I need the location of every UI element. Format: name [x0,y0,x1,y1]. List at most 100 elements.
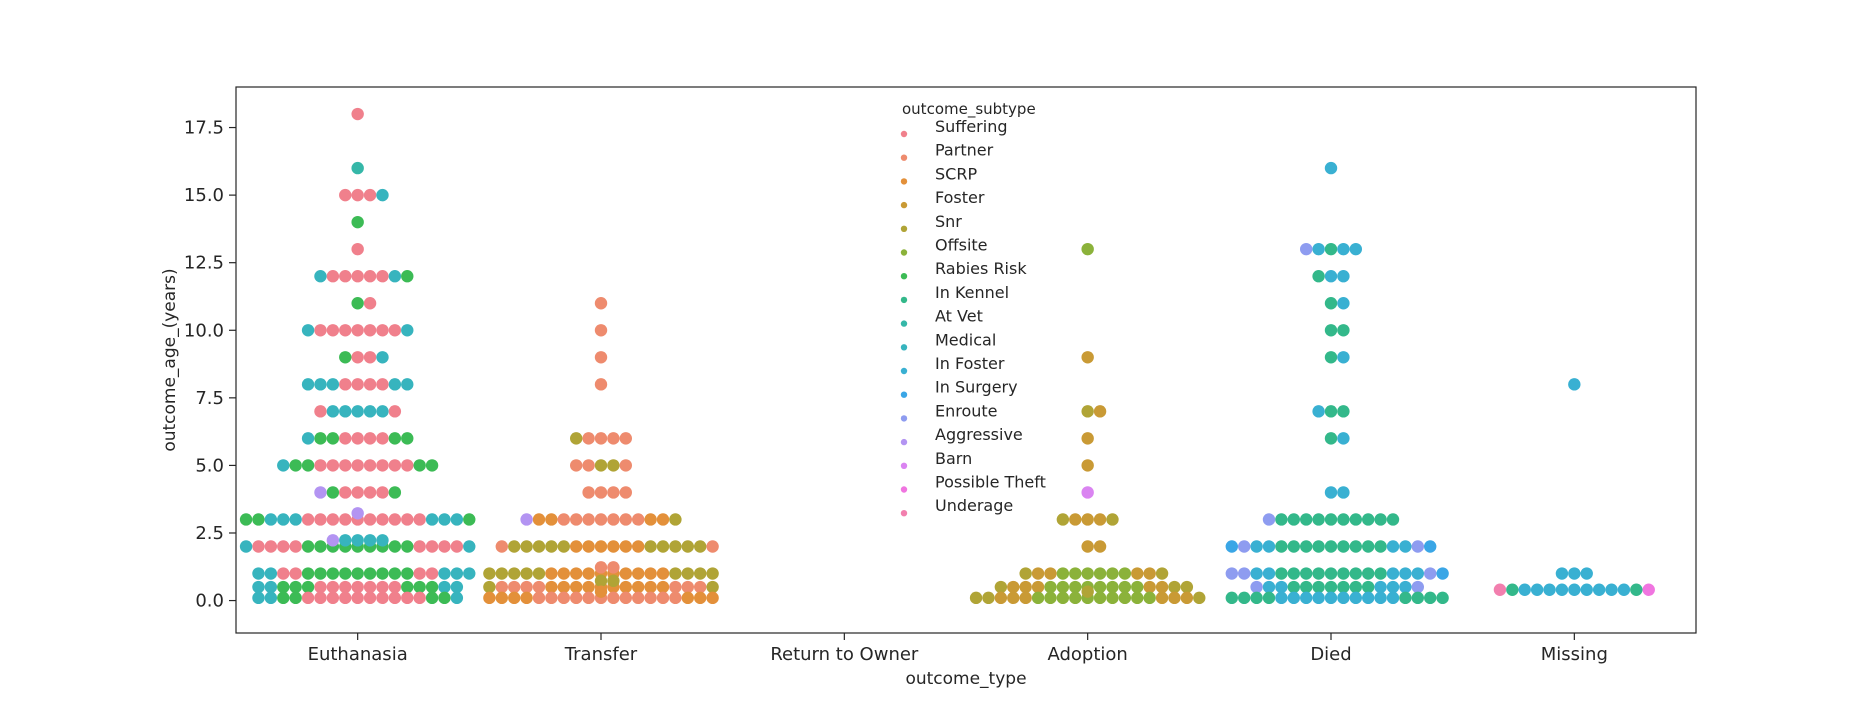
point-transfer-partner [594,324,608,337]
point-transfer-partner [607,486,620,499]
point-euthanasia-suffering [363,459,377,472]
point-adoption-foster [1044,567,1057,580]
legend-label-offsite: Offsite [935,236,988,255]
point-transfer-snr [669,540,682,553]
point-died-in-kennel [1386,513,1400,526]
point-euthanasia-rabies-risk [314,567,327,580]
point-euthanasia-rabies-risk [314,432,327,445]
point-transfer-snr [681,540,694,553]
point-euthanasia-suffering [363,270,377,283]
point-transfer-partner [594,432,608,445]
point-died-in-kennel [1411,591,1425,605]
point-died-in-foster [1262,540,1276,553]
point-euthanasia-rabies-risk [351,567,364,580]
point-transfer-scrp [594,585,608,598]
point-euthanasia-suffering [277,567,290,580]
point-died-in-kennel [1337,580,1350,594]
point-died-in-foster [1250,567,1263,580]
point-euthanasia-suffering [376,270,389,283]
point-euthanasia-rabies-risk [401,432,414,445]
point-died-in-foster [1362,591,1375,605]
point-euthanasia-rabies-risk [301,567,315,580]
point-transfer-scrp [495,591,508,605]
point-transfer-snr [669,567,682,580]
point-euthanasia-suffering [425,540,439,553]
point-died-in-foster [1312,242,1325,256]
point-died-in-foster [1399,540,1412,553]
point-died-in-kennel [1324,513,1338,526]
point-transfer-partner [607,513,620,526]
legend-marker-offsite [900,249,908,256]
point-euthanasia-medical [463,567,476,580]
point-euthanasia-aggressive [314,486,327,499]
point-transfer-scrp [644,513,657,526]
point-died-in-foster [1337,297,1350,310]
point-missing-in-kennel [1630,583,1643,596]
point-transfer-scrp [619,567,632,580]
point-died-in-kennel [1300,513,1313,526]
point-euthanasia-rabies-risk [363,567,377,580]
legend-marker-in-foster [900,367,908,375]
point-euthanasia-medical [363,534,377,547]
point-transfer-scrp [582,580,595,594]
legend-marker-in-surgery [900,391,908,398]
point-missing-in-foster [1543,583,1556,596]
point-died-in-foster [1337,591,1350,605]
point-euthanasia-aggressive [326,534,340,547]
point-adoption-foster [1081,432,1094,445]
point-adoption-offsite [1118,580,1132,594]
point-euthanasia-suffering [351,242,364,256]
point-adoption-foster [1093,405,1107,418]
point-euthanasia-medical [450,580,464,594]
point-died-in-kennel [1275,513,1288,526]
legend-marker-medical [900,344,908,351]
point-euthanasia-suffering [351,107,364,121]
point-died-in-foster [1250,540,1263,553]
point-missing-in-foster [1568,583,1581,596]
point-transfer-scrp [557,567,570,580]
point-adoption-foster [1007,591,1020,605]
point-died-in-kennel [1349,567,1363,580]
point-adoption-foster [1019,580,1032,594]
legend-label-scrp: SCRP [935,164,977,183]
point-euthanasia-medical [252,580,265,594]
point-died-in-foster [1324,486,1338,499]
point-euthanasia-medical [264,567,278,580]
point-adoption-barn [1081,486,1094,499]
point-died-in-foster [1399,567,1412,580]
legend-label-snr: Snr [935,212,962,231]
point-died-in-surgery [1424,540,1437,553]
point-transfer-aggressive [520,513,533,526]
y-tick-label: 0.0 [195,591,224,612]
legend-marker-possible-theft [900,486,908,493]
point-euthanasia-suffering [413,540,426,553]
point-died-in-foster [1324,591,1338,605]
point-died-in-foster [1337,351,1350,364]
x-tick-label-adoption: Adoption [1047,644,1127,665]
legend-marker-enroute [900,415,908,422]
point-euthanasia-rabies-risk [301,459,315,472]
point-transfer-scrp [632,580,645,594]
point-euthanasia-medical [388,270,402,283]
point-euthanasia-rabies-risk [413,580,426,594]
point-died-in-foster [1300,591,1313,605]
point-transfer-scrp [570,580,583,594]
point-euthanasia-at-vet [351,161,364,175]
point-euthanasia-rabies-risk [239,513,253,526]
point-euthanasia-suffering [264,540,278,553]
point-died-in-surgery [1225,540,1239,553]
point-adoption-snr [982,591,995,605]
point-transfer-snr [644,540,657,553]
point-died-in-kennel [1312,513,1325,526]
point-adoption-snr [994,580,1008,594]
point-transfer-partner [644,591,657,605]
point-adoption-foster [1143,567,1156,580]
point-euthanasia-suffering [351,486,364,499]
point-transfer-scrp [619,580,632,594]
y-tick-label: 17.5 [184,118,224,139]
point-transfer-snr [532,540,546,553]
point-euthanasia-rabies-risk [326,486,340,499]
point-euthanasia-rabies-risk [339,567,352,580]
point-adoption-foster [1081,351,1094,364]
point-euthanasia-suffering [376,591,389,605]
